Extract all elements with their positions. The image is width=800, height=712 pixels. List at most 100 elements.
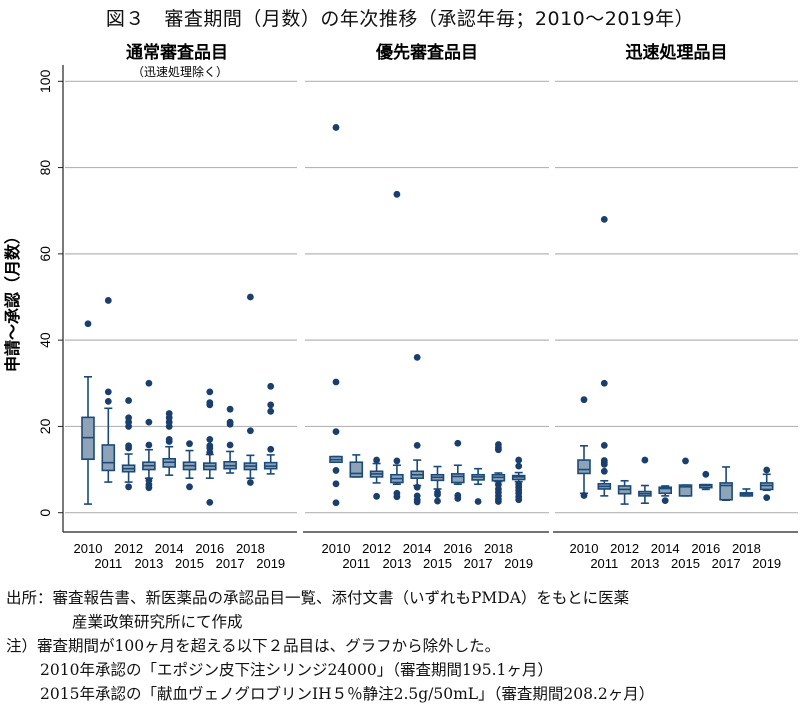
x-tick-label: 2013 (134, 556, 163, 571)
outlier-point (454, 492, 462, 499)
x-tick-label: 2018 (484, 541, 513, 556)
x-tick-label: 2019 (256, 556, 285, 571)
boxplot-chart: 020406080100申請〜承認（月数）通常審査品目（迅速処理除く）20102… (3, 42, 798, 571)
box-2011 (349, 454, 364, 478)
box-2014 (658, 485, 673, 505)
outlier-point (165, 410, 173, 417)
panel-3: 迅速処理品目2010201120122013201420152016201720… (553, 42, 798, 571)
outlier-point (580, 492, 588, 499)
outlier-point (332, 499, 340, 507)
box-2018 (243, 293, 258, 486)
box-2011 (101, 297, 116, 483)
outlier-point (145, 441, 153, 449)
x-tick-label: 2019 (504, 556, 533, 571)
outlier-point (413, 483, 421, 491)
outlier-point (600, 467, 608, 475)
outlier-point (393, 489, 401, 497)
x-tick-label: 2016 (443, 541, 472, 556)
box-iqr (719, 482, 733, 501)
outlier-point (125, 483, 132, 491)
outlier-point (434, 497, 441, 505)
box-iqr (678, 484, 693, 497)
x-tick-label: 2012 (362, 541, 391, 556)
x-tick-label: 2015 (671, 556, 700, 571)
outlier-point (332, 480, 340, 488)
outlier-point (454, 439, 462, 447)
outlier-point (763, 494, 771, 502)
box-iqr (450, 473, 465, 484)
x-tick-label: 2012 (114, 541, 143, 556)
outlier-point (600, 215, 608, 223)
outlier-point (206, 498, 214, 506)
x-tick-label: 2014 (403, 541, 432, 556)
x-tick-label: 2013 (382, 556, 411, 571)
box-2017 (719, 466, 733, 501)
y-tick-label: 40 (37, 332, 53, 348)
x-tick-label: 2011 (342, 556, 370, 571)
outlier-point (206, 442, 214, 450)
outlier-point (434, 489, 441, 496)
box-iqr (577, 459, 591, 475)
outlier-point (495, 441, 502, 448)
outlier-point (125, 414, 132, 422)
outlier-point (125, 442, 132, 450)
outlier-point (267, 407, 275, 415)
panel-title: 迅速処理品目 (626, 42, 728, 63)
box-2013 (638, 456, 652, 505)
x-tick-label: 2013 (630, 556, 659, 571)
outlier-point (226, 418, 234, 426)
panel-subtitle: （迅速処理除く） (132, 64, 228, 79)
outlier-point (165, 435, 173, 443)
outlier-point (763, 466, 771, 474)
x-tick-label: 2015 (423, 556, 452, 571)
outlier-point (413, 492, 421, 500)
outlier-point (682, 457, 689, 465)
x-tick-label: 2016 (195, 541, 224, 556)
outlier-point (373, 456, 380, 464)
outlier-point (206, 435, 214, 443)
box-2015 (182, 440, 197, 491)
x-tick-label: 2017 (216, 556, 245, 571)
note-line-2: 2010年承認の「エポジン皮下注シリンジ24000」（審査期間195.1ヶ月） (40, 661, 553, 679)
box-2010 (577, 396, 591, 499)
outlier-point (267, 401, 275, 409)
box-iqr (349, 461, 364, 478)
y-tick-label: 60 (37, 246, 53, 262)
x-tick-label: 2011 (94, 556, 122, 571)
chart-title: 図３ 審査期間（月数）の年次推移（承認年毎；2010〜2019年） (105, 8, 695, 30)
outlier-point (600, 379, 608, 387)
outlier-point (393, 190, 401, 198)
outlier-point (145, 379, 153, 387)
outlier-point (247, 427, 254, 435)
outlier-point (515, 462, 523, 470)
outlier-point (373, 492, 380, 500)
box-2012 (617, 479, 632, 505)
box-2010 (329, 124, 343, 507)
x-tick-label: 2010 (322, 541, 351, 556)
box-2015 (430, 465, 445, 505)
y-axis-title: 申請〜承認（月数） (3, 228, 22, 372)
box-2013 (142, 379, 156, 492)
panel-2: 優先審査品目2010201120122013201420152016201720… (303, 42, 549, 571)
box-2019 (263, 382, 278, 475)
outlier-point (145, 476, 153, 484)
note-line-1: 注）審査期間が100ヶ月を超える以下２品目は、グラフから除外した。 (6, 637, 501, 655)
x-tick-label: 2010 (570, 541, 599, 556)
outlier-point (580, 396, 588, 404)
outlier-point (267, 382, 275, 390)
box-2011 (597, 215, 612, 497)
outlier-point (332, 378, 340, 386)
box-iqr (658, 486, 673, 495)
outlier-point (226, 441, 234, 449)
panel-title: 通常審査品目 (126, 42, 228, 63)
y-tick-label: 100 (37, 69, 53, 93)
source-line-1: 出所：審査報告書、新医薬品の承認品目一覧、添付文書（いずれもPMDA）をもとに医… (6, 589, 630, 607)
x-tick-label: 2015 (175, 556, 204, 571)
panel-title: 優先審査品目 (375, 42, 478, 63)
outlier-point (413, 353, 421, 361)
box-2018 (739, 488, 754, 497)
x-tick-label: 2011 (590, 556, 618, 571)
x-tick-label: 2018 (236, 541, 265, 556)
box-2017 (223, 405, 237, 474)
outlier-point (600, 442, 608, 449)
